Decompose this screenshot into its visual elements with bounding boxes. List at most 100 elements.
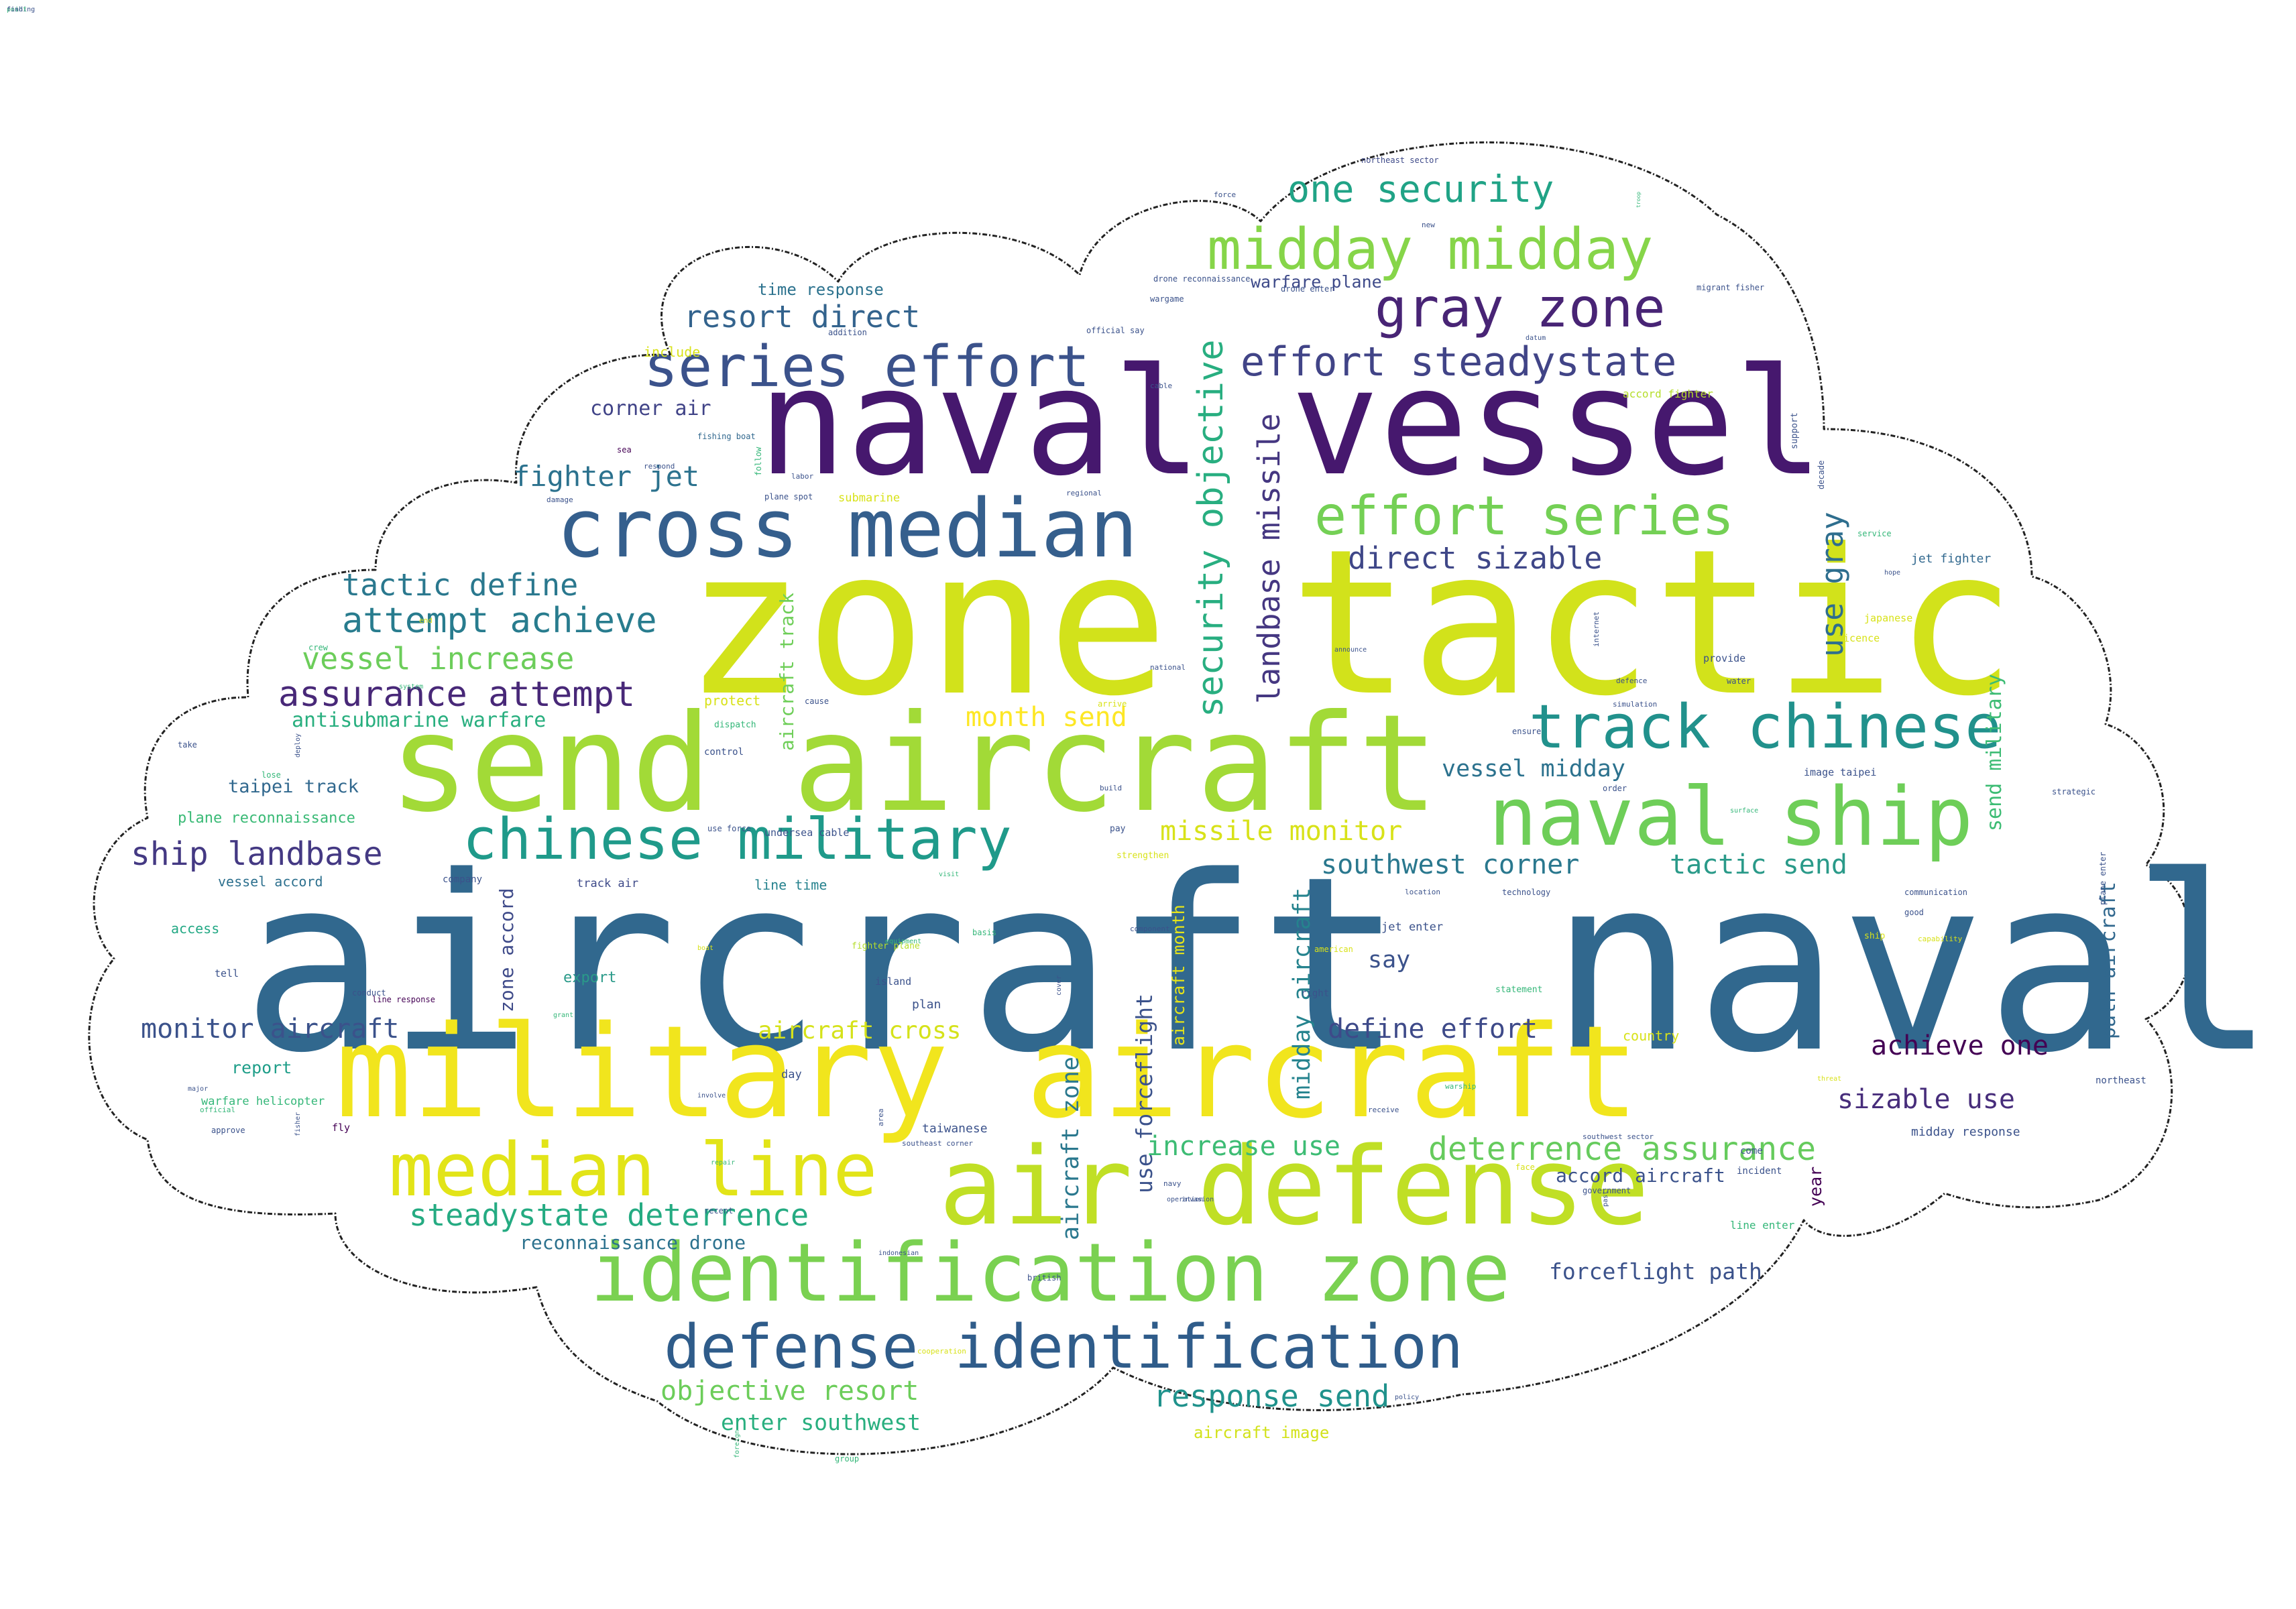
cloud-word: send aircraft [389, 686, 1439, 842]
cloud-word: good [1904, 908, 1924, 917]
cloud-word: indonesian [878, 1250, 919, 1257]
cloud-word: attempt achieve [342, 601, 657, 641]
cloud-word: missile monitor [1160, 816, 1403, 847]
cloud-word: take [178, 740, 197, 750]
cloud-word: effort steadystate [1241, 339, 1677, 385]
cloud-word: respond [644, 462, 675, 471]
cloud-word: pay [1110, 824, 1126, 834]
cloud-word: country [1623, 1028, 1680, 1044]
cloud-word: year [1806, 1166, 1825, 1207]
cloud-word: point [7, 6, 27, 13]
cloud-outline-path [88, 141, 2192, 1455]
cloud-word: fighter jet [513, 460, 700, 493]
cloud-word: lose [262, 770, 281, 780]
cloud-word: regional [1066, 489, 1102, 497]
cloud-word: cross median [557, 483, 1138, 576]
cloud-word: plane reconnaissance [178, 810, 355, 827]
cloud-word: vessel increase [302, 641, 575, 676]
cloud-word: come [1740, 1146, 1763, 1156]
cloud-word: sizable use [1837, 1084, 2015, 1115]
cloud-word: grant [553, 1012, 574, 1019]
cloud-word: taipei track [228, 776, 359, 797]
cloud-word: approve [211, 1126, 245, 1135]
cloud-word: british [1027, 1273, 1061, 1283]
cloud-word: receive [1368, 1106, 1399, 1114]
cloud-word: enter southwest [721, 1409, 921, 1435]
cloud-word: island [875, 975, 912, 988]
cloud-word: cable [1150, 381, 1173, 390]
cloud-word: image taipei [1804, 766, 1877, 778]
cloud-word: plane enter [2098, 851, 2108, 905]
cloud-word: surface [1730, 807, 1759, 815]
cloud-word: government [1583, 1186, 1631, 1195]
cloud-word: sea [617, 445, 632, 455]
cloud-word: use force [707, 824, 752, 833]
cloud-word: chinese military [463, 807, 1012, 873]
cloud-word: provide [1703, 652, 1746, 664]
cloud-word: follow [754, 446, 763, 476]
cloud-word: month send [966, 702, 1127, 733]
cloud-word: official [200, 1106, 235, 1114]
cloud-word: midday midday [1207, 217, 1654, 283]
cloud-word: warfare plane [1251, 272, 1382, 292]
cloud-word: vessel accord [218, 874, 323, 890]
cloud-word: conduct [352, 988, 386, 998]
cloud-word: undersea cable [764, 827, 850, 839]
cloud-word: fighter plane [852, 941, 920, 951]
cloud-word: southwest sector [1583, 1132, 1654, 1141]
cloud-word: end [419, 616, 433, 625]
cloud-word: statement [1495, 985, 1543, 995]
cloud-word: datum [1526, 335, 1546, 342]
cloud-word: aircraft zone [1057, 1057, 1084, 1240]
cloud-word: past [1602, 1190, 1609, 1207]
cloud-word: accord fighter [1623, 388, 1713, 400]
cloud-word: simulation [1613, 700, 1658, 709]
cloud-word: major [188, 1085, 209, 1093]
cloud-word: jet fighter [1911, 552, 1992, 566]
cloud-word: tell [215, 967, 239, 979]
cloud-word: capability [1918, 935, 1963, 943]
cloud-word: monitor aircraft [141, 1014, 400, 1045]
cloud-word: fishing [7, 6, 36, 13]
cloud-word: southeast corner [902, 1139, 973, 1148]
cloud-word: plan [912, 998, 941, 1012]
cloud-word: line response [372, 995, 435, 1004]
cloud-word: accord aircraft [1556, 1165, 1725, 1187]
cloud-word: time response [758, 280, 884, 299]
cloud-word: crew [308, 643, 328, 652]
cloud-word: damage [547, 495, 573, 504]
cloud-word: service [1857, 529, 1892, 538]
cloud-word: protect [704, 693, 761, 709]
cloud-word: include [644, 344, 701, 360]
cloud-word: aircraft naval [241, 825, 2277, 1106]
cloud-word: face [1515, 1163, 1535, 1172]
cloud-word: strengthen [1116, 851, 1169, 861]
cloud-word: forceflight path [1549, 1258, 1762, 1285]
cloud-word: security objective [1191, 339, 1231, 717]
cloud-word: aircraft month [1169, 904, 1188, 1046]
cloud-word: area [876, 1108, 885, 1127]
cloud-word: objective resort [661, 1376, 919, 1407]
cloud-word: cause [805, 697, 829, 706]
cloud-word: use forceflight [1131, 993, 1157, 1193]
cloud-word: ship [1864, 931, 1886, 941]
cloud-word: path aircraft [2097, 882, 2120, 1039]
cloud-word: tactic define [342, 567, 579, 603]
cloud-word: operation [1167, 1196, 1204, 1203]
cloud-word: cover [1055, 975, 1063, 996]
cloud-word: american [1314, 945, 1353, 954]
cloud-word: defense identification [664, 1312, 1464, 1382]
cloud-word: corner air [590, 397, 711, 420]
cloud-word: announce [1334, 646, 1367, 654]
cloud-word: gray zone [1375, 277, 1666, 339]
cloud-word: naval vessel [758, 337, 1824, 508]
cloud-word: fly [332, 1122, 351, 1134]
cloud-word: reconnaissance drone [520, 1232, 746, 1254]
cloud-word: plane spot [764, 492, 813, 501]
cloud-word: taiwanese [922, 1122, 988, 1136]
cloud-word: cooperation [917, 1347, 966, 1356]
cloud-word: ensure [1512, 727, 1542, 736]
cloud-word: foreign [734, 1429, 741, 1458]
cloud-word: report [231, 1058, 292, 1077]
